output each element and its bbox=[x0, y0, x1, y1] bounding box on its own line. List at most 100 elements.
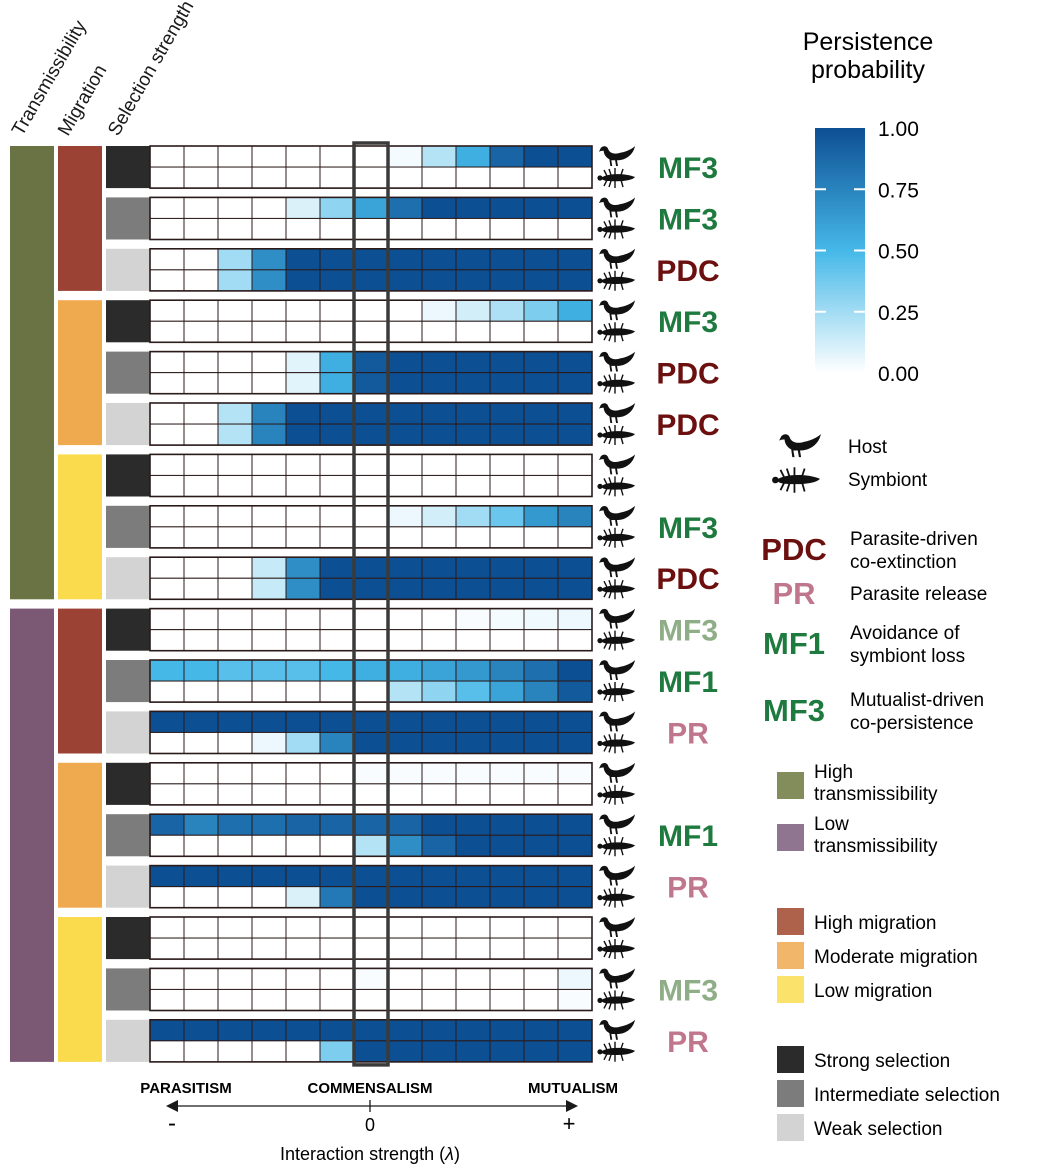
heatmap-cell bbox=[489, 372, 525, 395]
heatmap-cell bbox=[557, 248, 593, 271]
heatmap-block-border bbox=[149, 556, 593, 601]
heatmap-cell bbox=[489, 320, 525, 343]
heatmap-cell bbox=[387, 916, 423, 939]
heatmap-cell bbox=[523, 299, 559, 322]
heatmap-cell bbox=[489, 967, 525, 990]
migration-bar bbox=[58, 146, 102, 291]
outcome-label: MF1 bbox=[658, 820, 718, 853]
heatmap-cell bbox=[523, 166, 559, 189]
heatmap-cell bbox=[183, 886, 219, 909]
symbiont-icon bbox=[596, 1041, 636, 1063]
heatmap-cell bbox=[489, 351, 525, 374]
heatmap-cell bbox=[285, 629, 321, 652]
heatmap-cell bbox=[183, 166, 219, 189]
heatmap-cell bbox=[455, 1040, 491, 1063]
heatmap-cell bbox=[353, 988, 389, 1012]
heatmap-cell bbox=[251, 629, 287, 652]
symbiont-icon bbox=[596, 527, 636, 549]
heatmap-cell bbox=[319, 988, 355, 1012]
heatmap-cell bbox=[557, 145, 593, 168]
heatmap-cell bbox=[489, 423, 525, 446]
heatmap-cell bbox=[149, 556, 185, 579]
legend-transmissibility-label: transmissibility bbox=[814, 784, 938, 805]
heatmap-cell bbox=[557, 629, 593, 652]
heatmap-cell bbox=[217, 886, 253, 909]
heatmap-cell bbox=[523, 320, 559, 343]
selection-swatch bbox=[106, 814, 150, 857]
host-icon bbox=[598, 660, 636, 680]
heatmap-cell bbox=[455, 423, 491, 446]
heatmap-cell bbox=[489, 1019, 525, 1042]
heatmap-cell bbox=[183, 659, 219, 682]
heatmap-cell bbox=[523, 813, 559, 836]
heatmap-cell bbox=[353, 402, 389, 425]
heatmap-cell bbox=[285, 916, 321, 939]
heatmap-cell bbox=[183, 762, 219, 785]
heatmap-cell bbox=[183, 865, 219, 888]
heatmap-cell bbox=[319, 217, 355, 240]
heatmap-cell bbox=[183, 680, 219, 703]
heatmap-cell bbox=[387, 629, 423, 652]
heatmap-cell bbox=[455, 217, 491, 240]
heatmap-cell bbox=[217, 608, 253, 631]
heatmap-cell bbox=[523, 453, 559, 476]
heatmap-cell bbox=[489, 196, 525, 219]
colorbar-tick-label: 0.25 bbox=[878, 302, 919, 325]
heatmap-cell bbox=[489, 762, 525, 785]
legend-selection-swatch bbox=[777, 1114, 804, 1141]
legend-symbiont-label: Symbiont bbox=[848, 470, 928, 491]
heatmap-cell bbox=[489, 916, 525, 939]
heatmap-cell bbox=[353, 474, 389, 498]
heatmap-cell bbox=[319, 783, 355, 806]
heatmap-cell bbox=[523, 710, 559, 733]
heatmap-cell bbox=[489, 453, 525, 476]
heatmap-block-border bbox=[149, 813, 593, 858]
heatmap-cell bbox=[149, 526, 185, 549]
transmissibility-bar bbox=[10, 146, 54, 600]
heatmap-cell bbox=[387, 145, 423, 168]
heatmap-cell bbox=[421, 577, 457, 600]
heatmap-cell bbox=[251, 372, 287, 395]
heatmap-cell bbox=[149, 1019, 185, 1042]
heatmap-cell bbox=[455, 916, 491, 939]
heatmap-cell bbox=[489, 577, 525, 600]
heatmap-cell bbox=[353, 453, 389, 476]
region-mutualism: MUTUALISM bbox=[528, 1080, 618, 1097]
heatmap-cell bbox=[387, 269, 423, 292]
heatmap-cell bbox=[557, 865, 593, 888]
heatmap-cell bbox=[455, 710, 491, 733]
legend-transmissibility-label: High bbox=[814, 762, 853, 783]
heatmap-cell bbox=[523, 967, 559, 990]
symbiont-icon bbox=[596, 681, 636, 703]
heatmap-cell bbox=[149, 680, 185, 703]
heatmap-cell bbox=[455, 320, 491, 343]
heatmap-cell bbox=[353, 1019, 389, 1042]
heatmap-cell bbox=[319, 453, 355, 476]
heatmap-cell bbox=[217, 967, 253, 990]
heatmap-cell bbox=[217, 629, 253, 652]
heatmap-cell bbox=[251, 505, 287, 528]
heatmap-cell bbox=[455, 988, 491, 1012]
outcome-label: PDC bbox=[656, 358, 719, 391]
selection-swatch bbox=[106, 197, 150, 240]
heatmap-cell bbox=[523, 762, 559, 785]
colorbar-tick-label: 0.50 bbox=[878, 241, 919, 264]
heatmap-cell bbox=[217, 680, 253, 703]
heatmap-cell bbox=[353, 299, 389, 322]
heatmap-cell bbox=[387, 402, 423, 425]
heatmap-cell bbox=[217, 710, 253, 733]
heatmap-cell bbox=[149, 453, 185, 476]
symbiont-icon bbox=[596, 218, 636, 241]
heatmap-cell bbox=[387, 505, 423, 528]
heatmap-cell bbox=[149, 269, 185, 292]
heatmap-cell bbox=[353, 916, 389, 939]
heatmap-cell bbox=[557, 269, 593, 292]
heatmap-cell bbox=[149, 372, 185, 395]
heatmap-cell bbox=[523, 269, 559, 292]
heatmap-cell bbox=[387, 710, 423, 733]
outcome-label: PDC bbox=[656, 255, 719, 288]
heatmap-block-border bbox=[149, 402, 593, 446]
heatmap-cell bbox=[183, 372, 219, 395]
legend-outcome-desc: Mutualist-driven bbox=[850, 690, 984, 711]
outcome-label: MF1 bbox=[658, 666, 718, 699]
